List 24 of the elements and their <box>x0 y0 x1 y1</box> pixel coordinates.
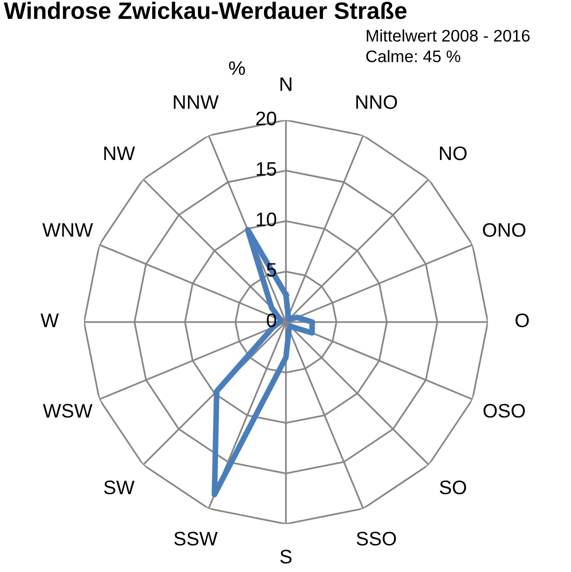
spoke-label: WSW <box>42 404 92 418</box>
spoke-label: W <box>40 314 59 328</box>
spoke-label: SSW <box>174 532 218 546</box>
spoke-label: SO <box>440 480 466 494</box>
spoke-label: O <box>516 313 529 328</box>
spoke-label: ONO <box>482 223 526 237</box>
text: Mittelwert 2008 - 2016 <box>366 29 530 42</box>
text: % <box>229 61 245 75</box>
text: Calme: 45 % <box>366 50 460 62</box>
spoke-label: OSO <box>484 404 525 418</box>
y-tick-label: 10 <box>256 212 276 226</box>
spoke-label: SW <box>104 480 134 494</box>
spoke-label: N <box>280 77 292 91</box>
spoke-label: NW <box>104 146 136 160</box>
spoke-label: WNW <box>42 223 93 237</box>
chart-title: Windrose Zwickau-Werdauer Straße <box>4 2 407 20</box>
spoke-label: NNO <box>356 95 398 109</box>
spoke-label: NO <box>440 146 467 160</box>
spoke-label: NNW <box>174 95 219 109</box>
y-tick-label: 0 <box>266 313 276 328</box>
y-tick-label: 20 <box>256 112 276 126</box>
y-tick-label: 15 <box>256 162 276 176</box>
spoke-label: S <box>280 550 292 564</box>
spoke-label: SSO <box>356 532 396 546</box>
